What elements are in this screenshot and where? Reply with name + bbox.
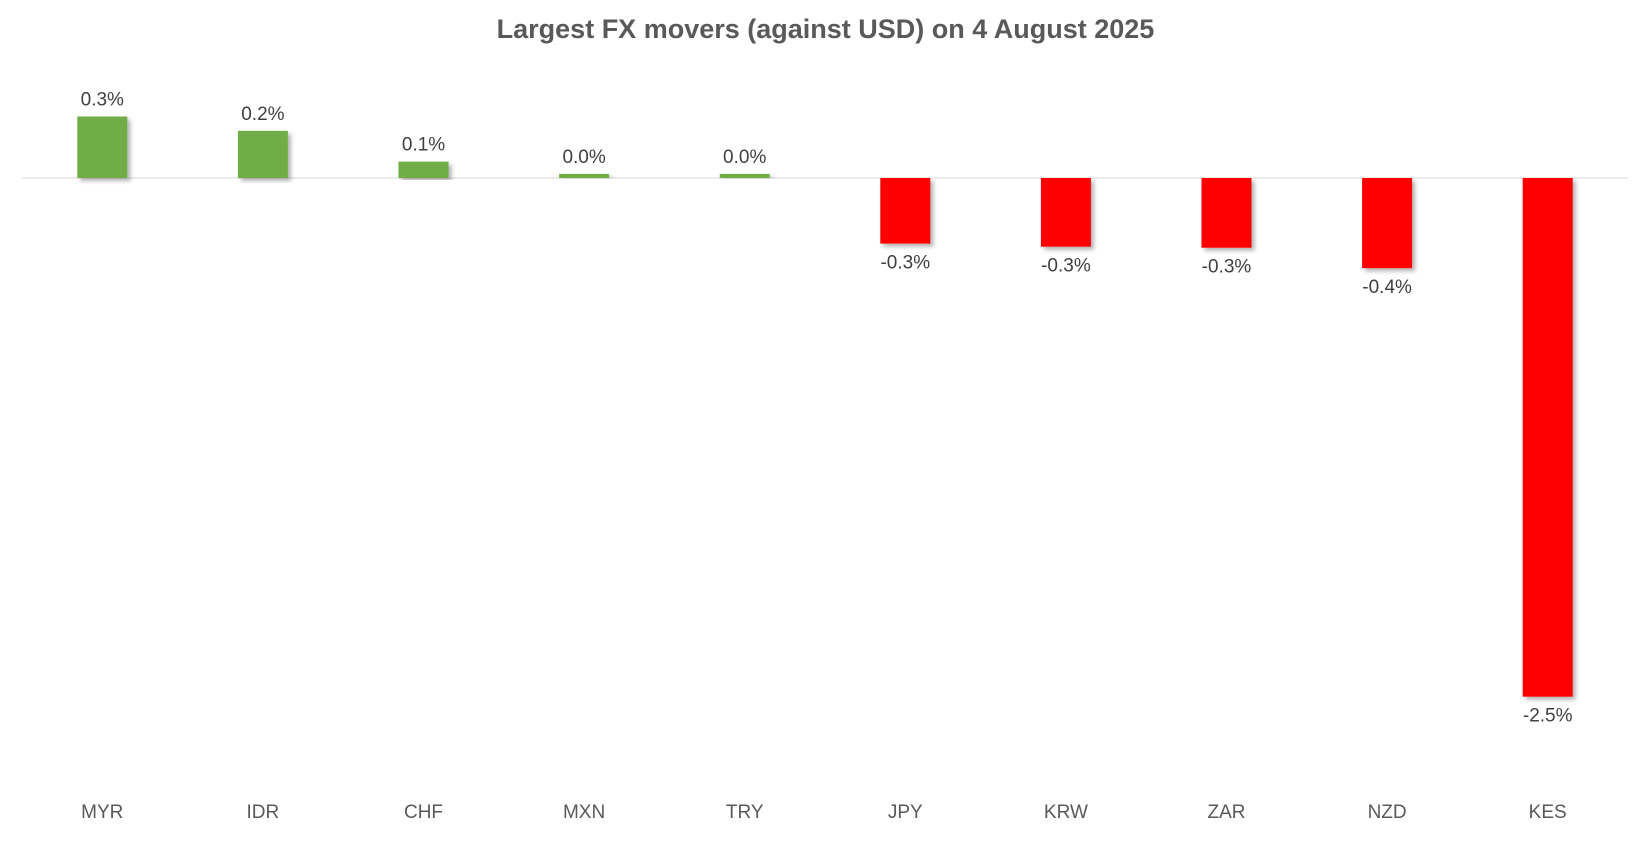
data-label-mxn: 0.0% bbox=[562, 147, 605, 168]
bar-krw bbox=[1040, 178, 1091, 247]
bar-mxn bbox=[559, 173, 610, 178]
category-label-myr: MYR bbox=[81, 802, 123, 823]
data-label-nzd: -0.4% bbox=[1362, 277, 1412, 298]
bar-idr bbox=[237, 130, 288, 178]
data-label-idr: 0.2% bbox=[241, 104, 284, 125]
data-label-try: 0.0% bbox=[723, 147, 766, 168]
data-label-chf: 0.1% bbox=[402, 135, 445, 156]
category-label-mxn: MXN bbox=[563, 802, 605, 823]
data-label-krw: -0.3% bbox=[1041, 256, 1091, 277]
bar-jpy bbox=[880, 178, 931, 244]
category-label-chf: CHF bbox=[404, 802, 443, 823]
category-label-nzd: NZD bbox=[1368, 802, 1407, 823]
category-label-try: TRY bbox=[726, 802, 764, 823]
bar-chf bbox=[398, 161, 449, 178]
category-label-kes: KES bbox=[1529, 802, 1567, 823]
category-label-krw: KRW bbox=[1044, 802, 1088, 823]
category-label-zar: ZAR bbox=[1208, 802, 1246, 823]
bar-kes bbox=[1522, 178, 1573, 697]
data-label-kes: -2.5% bbox=[1523, 706, 1573, 727]
data-label-myr: 0.3% bbox=[81, 90, 124, 111]
bar-nzd bbox=[1362, 178, 1413, 269]
bar-try bbox=[719, 173, 770, 178]
data-label-zar: -0.3% bbox=[1202, 257, 1252, 278]
bar-zar bbox=[1201, 178, 1252, 248]
bar-myr bbox=[77, 116, 128, 178]
chart-title: Largest FX movers (against USD) on 4 Aug… bbox=[496, 14, 1155, 44]
data-label-jpy: -0.3% bbox=[880, 253, 930, 274]
category-label-jpy: JPY bbox=[888, 802, 923, 823]
category-label-idr: IDR bbox=[247, 802, 280, 823]
